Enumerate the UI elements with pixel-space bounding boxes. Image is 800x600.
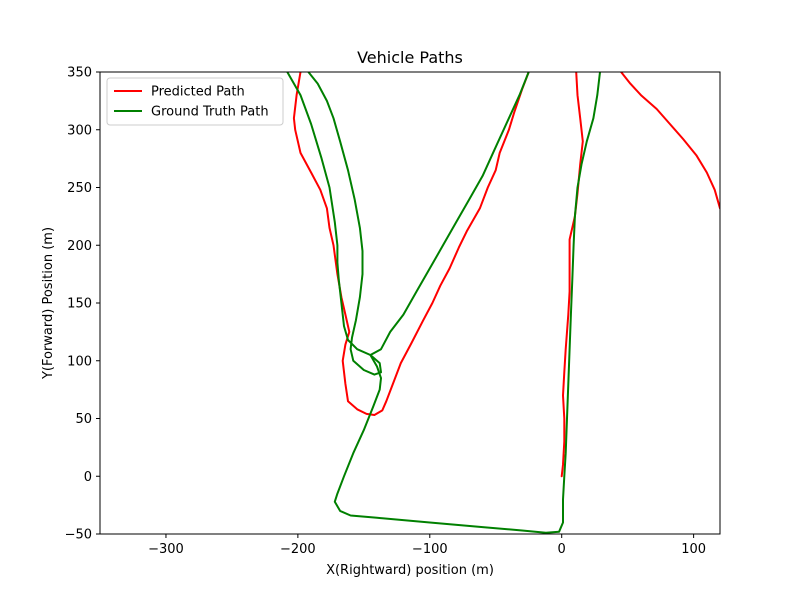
y-tick-label: 200 (67, 239, 92, 254)
x-tick-label: −100 (412, 542, 448, 557)
series-lines (286, 72, 720, 534)
x-tick-label: 100 (681, 542, 706, 557)
y-axis-label: Y(Forward) Position (m) (41, 227, 56, 380)
y-tick-label: −50 (65, 528, 92, 543)
series-line-ground-truth-1 (333, 72, 601, 534)
series-line-ground-truth-0 (286, 72, 382, 376)
chart-title: Vehicle Paths (357, 48, 463, 67)
x-tick-label: −200 (280, 542, 316, 557)
x-tick-label: 0 (558, 542, 566, 557)
y-tick-label: 250 (67, 181, 92, 196)
y-tick-label: 300 (67, 123, 92, 138)
legend-label-ground-truth: Ground Truth Path (151, 105, 269, 120)
series-line-predicted-1 (560, 72, 584, 478)
y-tick-label: 50 (75, 412, 92, 427)
x-axis-label: X(Rightward) position (m) (326, 563, 494, 578)
y-tick-label: 100 (67, 354, 92, 369)
x-tick-label: −300 (148, 542, 184, 557)
legend-label-predicted: Predicted Path (151, 85, 245, 100)
y-axis-ticks: −50 0 50 100 150 200 250 300 350 (65, 66, 100, 543)
series-line-predicted-2 (620, 72, 720, 210)
y-tick-label: 350 (67, 66, 92, 81)
y-tick-label: 0 (84, 470, 92, 485)
x-axis-ticks: −300 −200 −100 0 100 (148, 534, 706, 557)
y-tick-label: 150 (67, 297, 92, 312)
legend-box (106, 77, 284, 126)
legend: Predicted Path Ground Truth Path (106, 77, 284, 126)
